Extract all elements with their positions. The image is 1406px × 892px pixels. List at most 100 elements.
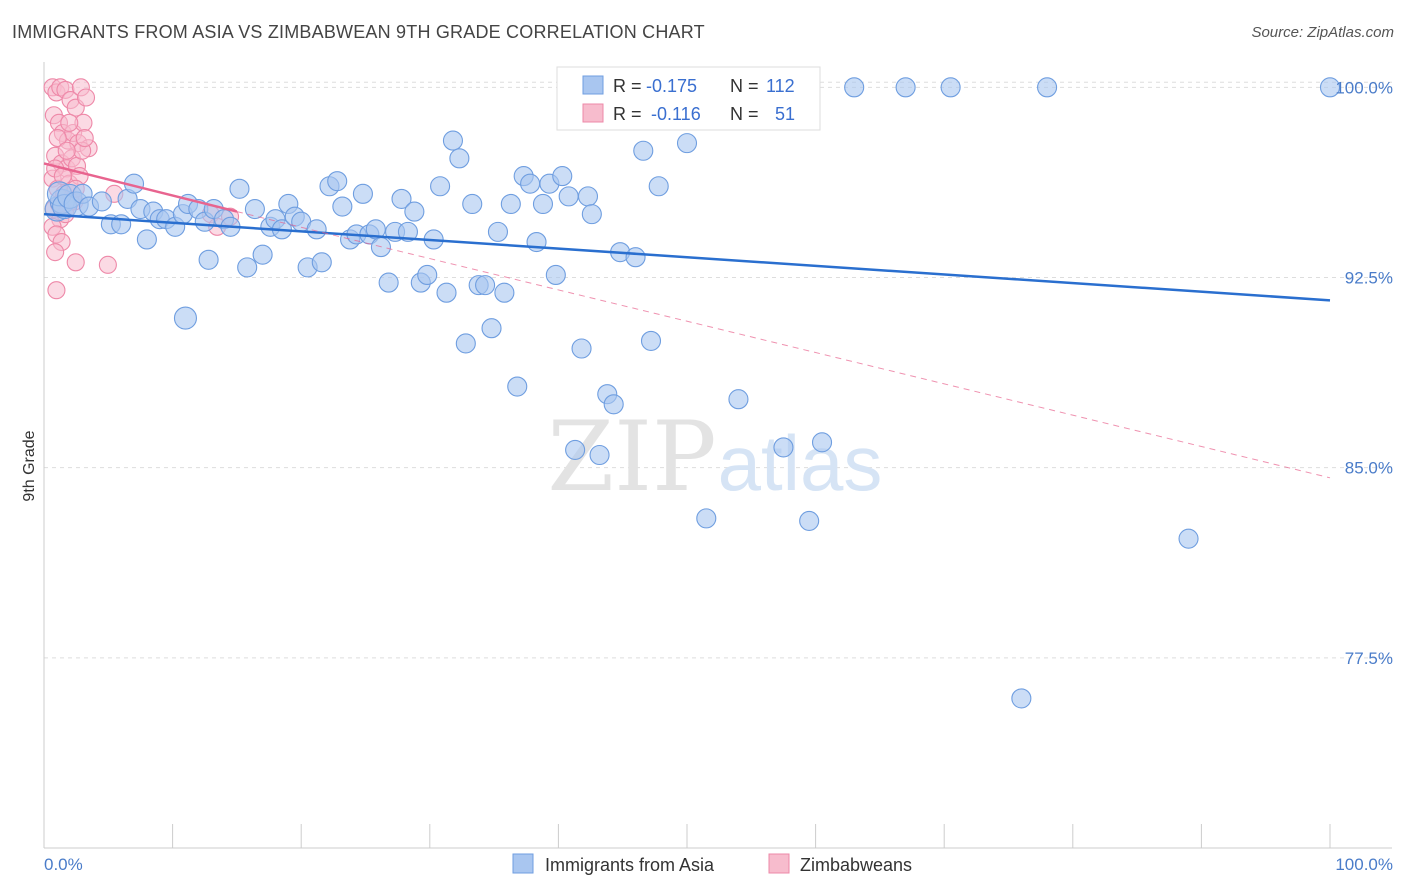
asia-point <box>136 229 157 250</box>
asia-point <box>475 275 496 296</box>
asia-point <box>1178 528 1199 549</box>
asia-point <box>494 282 515 303</box>
y-tick-label: 100.0% <box>1335 78 1393 97</box>
asia-point <box>417 264 438 286</box>
asia-point <box>1037 77 1058 98</box>
asia-point <box>378 272 399 293</box>
zimbabweans-trend-line <box>43 162 238 213</box>
x-tick-labels: 0.0% 100.0% <box>44 855 1393 874</box>
asia-point <box>640 330 662 351</box>
asia-n-label: N = <box>730 76 759 96</box>
asia-point <box>571 338 592 359</box>
asia-point <box>532 193 554 215</box>
asia-point <box>198 249 219 270</box>
zimbabweans-trend-extension <box>236 211 1331 479</box>
asia-point <box>332 196 353 217</box>
zimbabweans-point <box>75 129 94 148</box>
asia-point <box>237 257 258 278</box>
asia-point <box>455 333 476 354</box>
asia-point <box>545 264 566 286</box>
watermark-atlas: atlas <box>718 419 883 507</box>
y-tick-label: 85.0% <box>1345 459 1393 478</box>
asia-point <box>1319 77 1341 98</box>
asia-point <box>311 252 332 273</box>
zimbabweans-point <box>66 253 85 272</box>
asia-point <box>520 173 541 194</box>
zimbabweans-point <box>76 88 96 107</box>
asia-point <box>449 148 470 169</box>
asia-point <box>252 244 273 265</box>
asia-n-value: 112 <box>766 76 795 96</box>
asia-point <box>436 282 457 303</box>
asia-point <box>773 437 794 458</box>
asia-point <box>696 508 717 529</box>
asia-point <box>844 77 865 98</box>
chart-title: IMMIGRANTS FROM ASIA VS ZIMBABWEAN 9TH G… <box>12 22 705 42</box>
zim-legend-swatch <box>582 103 604 123</box>
asia-legend-swatch <box>582 75 604 95</box>
asia-point <box>589 444 610 466</box>
asia-point <box>577 186 599 207</box>
x-tick-label: 0.0% <box>44 855 83 874</box>
asia-point <box>633 140 654 161</box>
asia-point <box>442 130 463 151</box>
y-axis-title: 9th Grade <box>21 430 38 501</box>
asia-r-label: R = <box>613 76 642 96</box>
asia-point <box>244 199 265 220</box>
trend-lines <box>43 162 1331 479</box>
x-tick-label: 100.0% <box>1335 855 1393 874</box>
zimbabweans-point <box>57 141 76 160</box>
y-tick-label: 92.5% <box>1345 269 1393 288</box>
asia-point <box>397 221 418 242</box>
zim-n-value: 51 <box>775 104 795 124</box>
asia-point <box>799 510 820 531</box>
asia-trend-line <box>43 212 1331 302</box>
zim-r-label: R = <box>613 104 642 124</box>
zimbabweans-point <box>60 113 79 132</box>
asia-point <box>327 171 348 192</box>
zim-series-swatch <box>768 853 790 874</box>
asia-point <box>487 221 509 242</box>
asia-point <box>565 439 586 460</box>
stats-legend: R = -0.175 N = 112 R = -0.116 N = 51 <box>556 66 821 131</box>
asia-point <box>648 176 669 197</box>
asia-point <box>173 306 198 330</box>
asia-point <box>895 77 916 98</box>
axes <box>43 62 1392 849</box>
asia-point <box>306 219 327 240</box>
asia-point <box>91 191 112 212</box>
asia-series-swatch <box>512 853 534 874</box>
asia-point <box>391 188 412 209</box>
grid-lines <box>44 81 1392 659</box>
y-tick-labels: 77.5% 85.0% 92.5% 100.0% <box>1335 78 1393 667</box>
asia-point <box>728 389 749 410</box>
asia-r-value: -0.175 <box>646 76 697 96</box>
asia-point <box>462 193 483 215</box>
asia-point <box>676 133 698 154</box>
asia-point <box>603 394 624 415</box>
source-credit: Source: ZipAtlas.com <box>1251 24 1394 41</box>
asia-points <box>44 77 1341 709</box>
zimbabweans-point <box>98 255 117 274</box>
asia-series-label: Immigrants from Asia <box>545 855 715 875</box>
asia-point <box>404 201 425 222</box>
asia-point <box>352 183 373 204</box>
series-legend: Immigrants from Asia Zimbabweans <box>512 853 912 875</box>
zimbabweans-point <box>48 129 67 148</box>
y-tick-label: 77.5% <box>1345 649 1393 668</box>
asia-point <box>430 176 451 197</box>
zimbabweans-point <box>47 281 66 300</box>
asia-point <box>811 432 833 453</box>
asia-point <box>481 318 502 339</box>
zim-n-label: N = <box>730 104 759 124</box>
asia-point <box>625 247 646 268</box>
asia-point <box>229 178 250 199</box>
asia-point <box>581 204 602 225</box>
asia-point <box>558 186 579 207</box>
asia-point <box>552 166 573 187</box>
watermark: ZIP atlas <box>547 401 882 513</box>
asia-point <box>507 376 528 397</box>
zim-r-value: -0.116 <box>651 104 701 124</box>
asia-point <box>940 77 961 98</box>
zim-series-label: Zimbabweans <box>800 855 912 875</box>
